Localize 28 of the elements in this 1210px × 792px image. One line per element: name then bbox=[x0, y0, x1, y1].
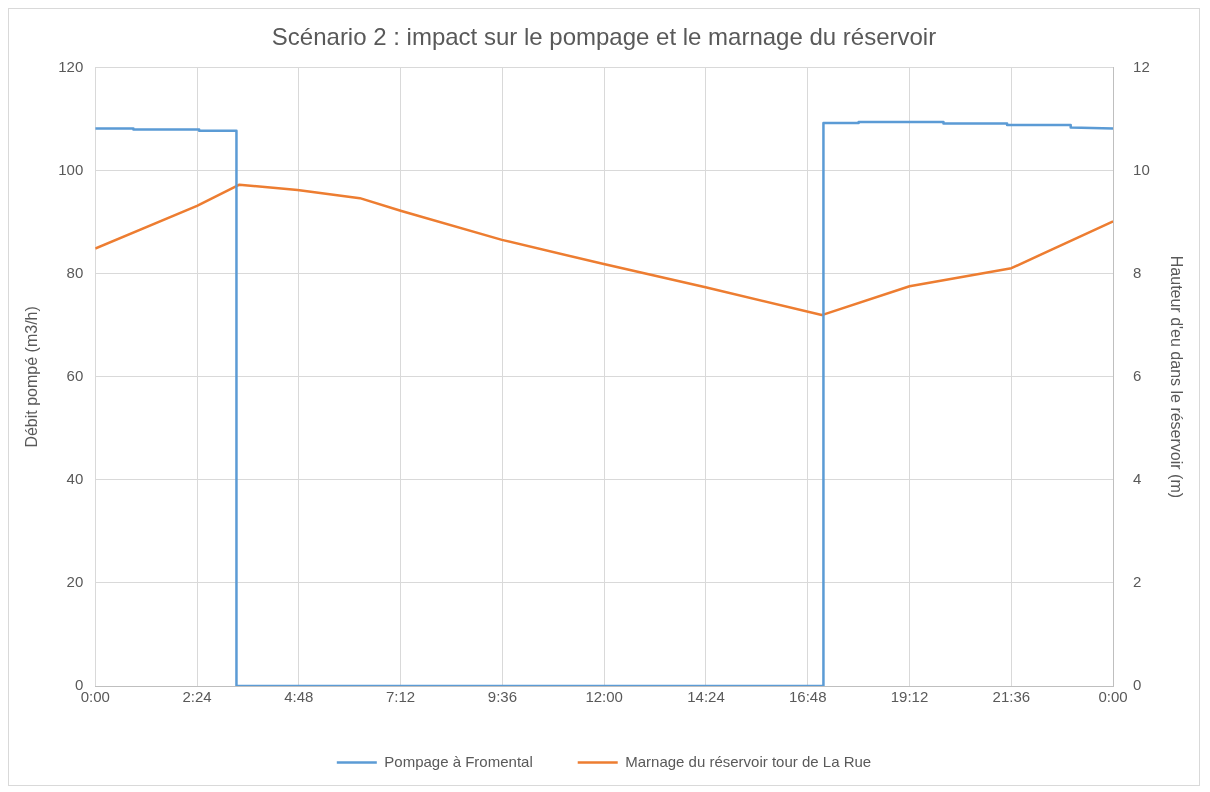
y2-tick-label: 0 bbox=[1133, 676, 1142, 694]
x-tick-label: 7:12 bbox=[385, 688, 416, 706]
y-tick-label: 120 bbox=[58, 57, 84, 75]
y-tick-label: 60 bbox=[66, 367, 84, 385]
y2-tick-label: 8 bbox=[1133, 264, 1142, 282]
x-tick-label: 14:24 bbox=[687, 688, 725, 706]
x-tick-label: 19:12 bbox=[890, 688, 929, 706]
x-tick-label: 16:48 bbox=[788, 688, 827, 706]
y-tick-label: 40 bbox=[66, 470, 84, 488]
y-tick-label: 100 bbox=[58, 160, 84, 178]
y-axis-title: Débit pompé (m3/h) bbox=[23, 306, 41, 448]
y-tick-label: 80 bbox=[66, 264, 84, 282]
x-tick-label: 0:00 bbox=[1098, 688, 1128, 706]
y2-tick-label: 6 bbox=[1133, 367, 1142, 385]
chart-title: Scénario 2 : impact sur le pompage et le marnage du réservoir bbox=[271, 23, 937, 51]
x-tick-label: 9:36 bbox=[487, 688, 517, 706]
y2-axis-title: Hauteur d'eu dans le réservoir (m) bbox=[1167, 255, 1185, 499]
y2-tick-label: 12 bbox=[1133, 57, 1150, 75]
y2-tick-label: 10 bbox=[1133, 160, 1150, 178]
y2-tick-label: 2 bbox=[1133, 573, 1142, 591]
x-tick-label: 21:36 bbox=[992, 688, 1031, 706]
y-tick-label: 20 bbox=[66, 573, 84, 591]
x-tick-label: 12:00 bbox=[585, 688, 623, 706]
x-tick-label: 2:24 bbox=[182, 688, 212, 706]
legend-label: Marnage du réservoir tour de La Rue bbox=[625, 752, 872, 770]
y2-tick-label: 4 bbox=[1133, 470, 1142, 488]
x-tick-label: 4:48 bbox=[284, 688, 314, 706]
legend-label: Pompage à Fromental bbox=[384, 752, 533, 770]
